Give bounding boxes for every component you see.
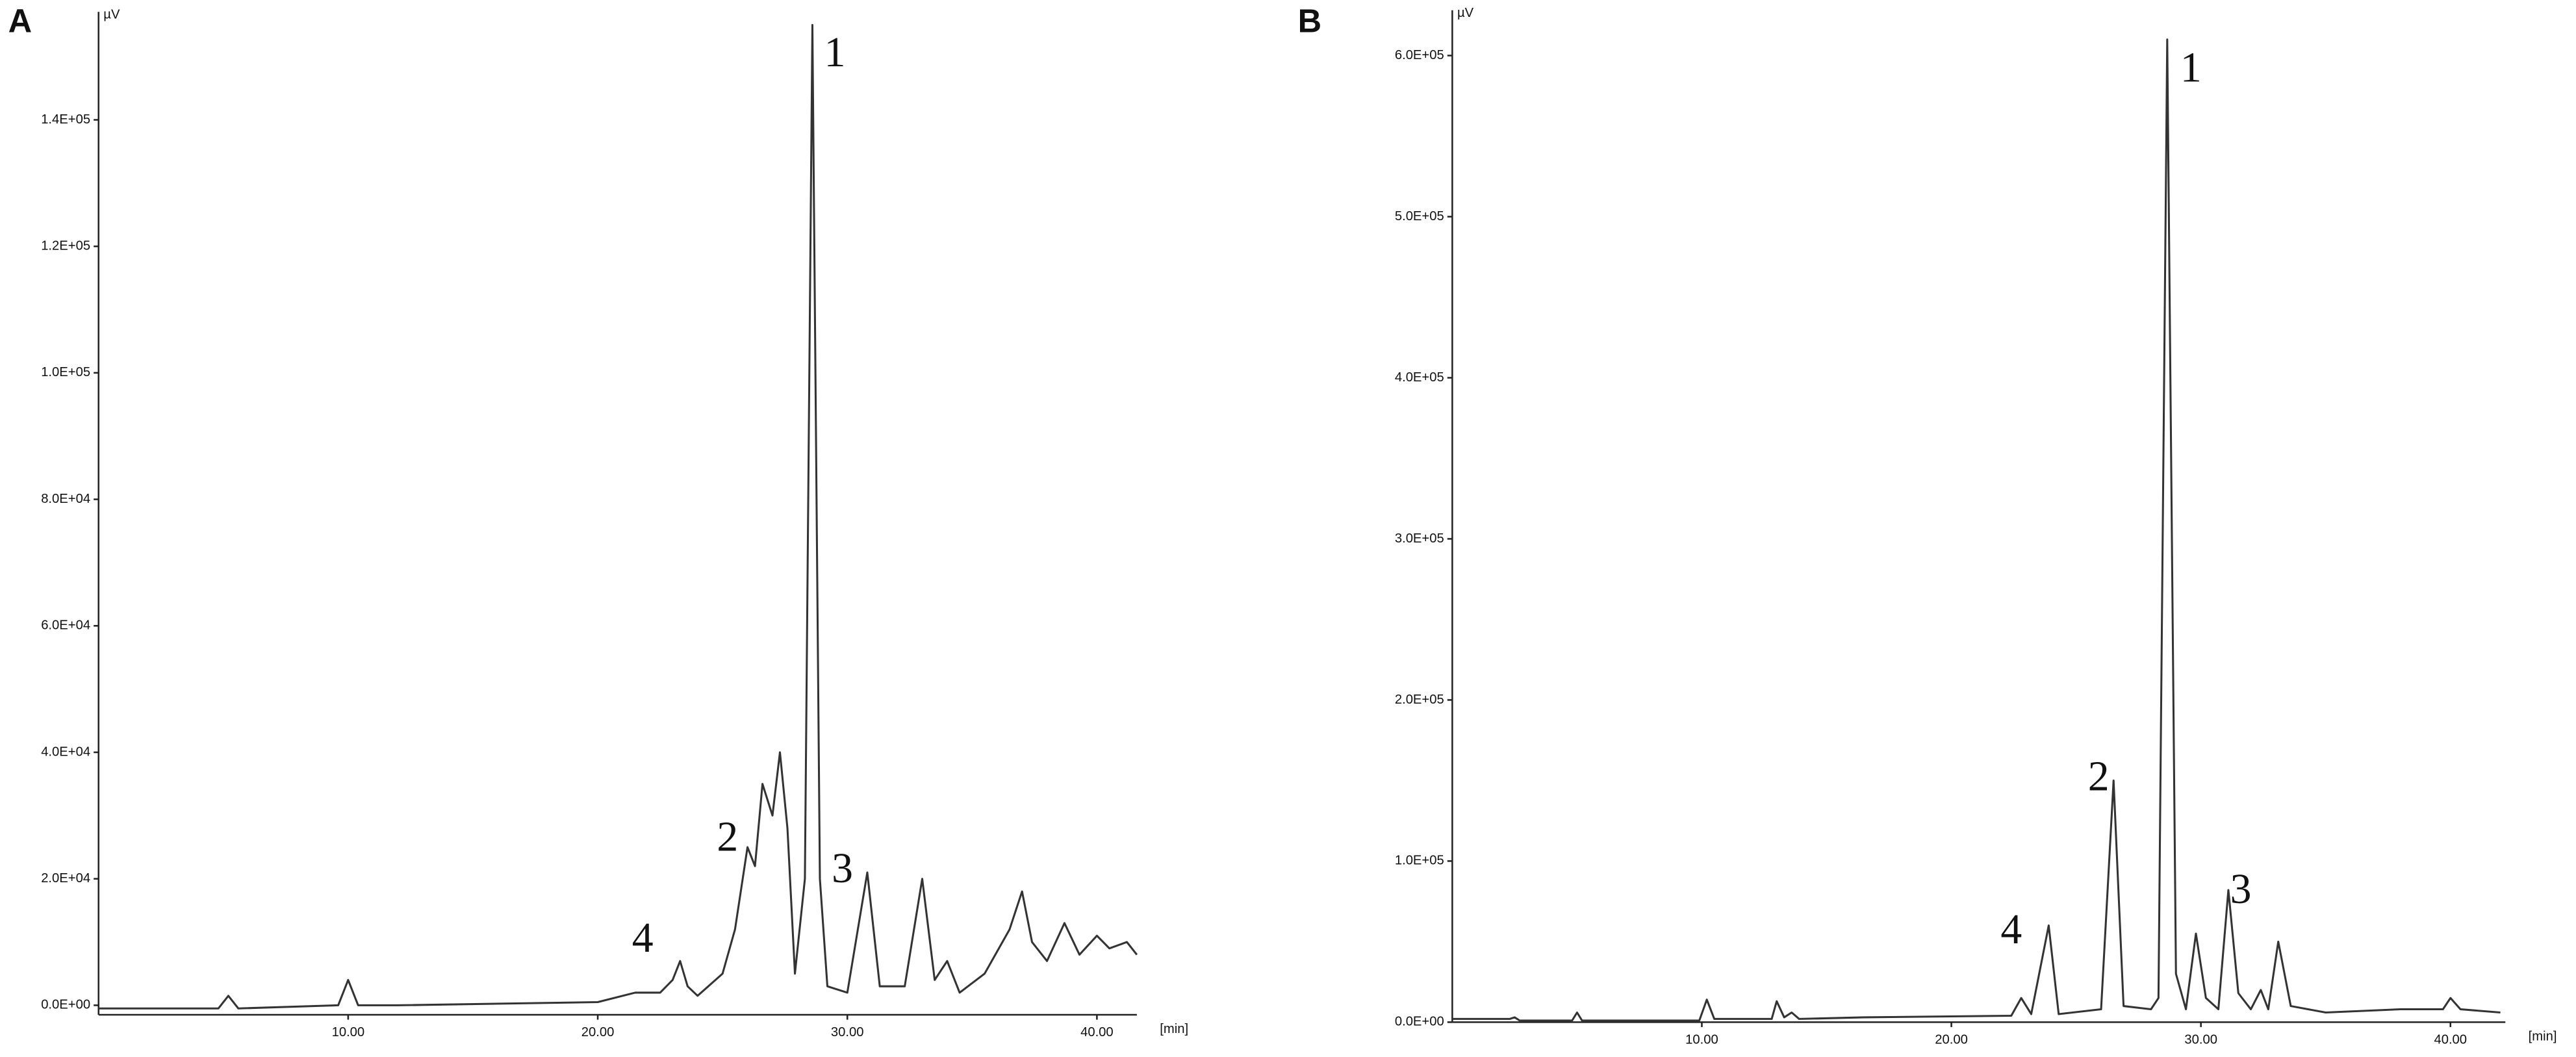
peak-label: 2 — [717, 813, 738, 860]
peak-label: 1 — [2180, 44, 2202, 91]
peak-label: 4 — [632, 914, 654, 961]
peak-label: 3 — [832, 845, 853, 892]
x-tick-label: 40.00 — [2434, 1033, 2467, 1047]
x-tick-label: 40.00 — [1080, 1025, 1114, 1039]
peak-label: 2 — [2088, 753, 2110, 800]
peak-label: 3 — [2230, 865, 2252, 913]
y-tick-label: 4.0E+04 — [41, 745, 90, 759]
y-tick-label: 1.2E+05 — [41, 239, 90, 253]
trace — [1452, 38, 2501, 1022]
y-tick-label: 2.0E+04 — [41, 871, 90, 885]
y-tick-label: 3.0E+05 — [1395, 531, 1444, 546]
y-tick-label: 6.0E+05 — [1395, 48, 1444, 62]
panel-label: A — [8, 2, 32, 39]
x-tick-label: 30.00 — [831, 1025, 864, 1039]
x-tick-label: 30.00 — [2184, 1033, 2217, 1047]
x-unit: [min] — [1160, 1022, 1188, 1036]
x-unit: [min] — [2529, 1029, 2557, 1043]
y-unit: µV — [103, 8, 120, 22]
y-tick-label: 6.0E+04 — [41, 618, 90, 633]
peak-label: 1 — [824, 29, 846, 76]
x-tick-label: 10.00 — [1685, 1033, 1718, 1047]
y-tick-label: 1.0E+05 — [1395, 854, 1444, 868]
y-tick-label: 1.4E+05 — [41, 112, 90, 127]
trace — [98, 23, 1138, 1010]
x-tick-label: 20.00 — [581, 1025, 615, 1039]
y-tick-label: 8.0E+04 — [41, 492, 90, 506]
y-tick-label: 5.0E+05 — [1395, 209, 1444, 223]
y-tick-label: 0.0E+00 — [1395, 1015, 1444, 1029]
y-unit: µV — [1457, 6, 1474, 20]
y-tick-label: 2.0E+05 — [1395, 693, 1444, 707]
y-tick-label: 0.0E+00 — [41, 998, 90, 1012]
panel-label: B — [1298, 2, 1322, 39]
peak-label: 4 — [2000, 906, 2022, 953]
x-tick-label: 10.00 — [332, 1025, 365, 1039]
y-tick-label: 4.0E+05 — [1395, 370, 1444, 385]
y-tick-label: 1.0E+05 — [41, 365, 90, 379]
x-tick-label: 20.00 — [1935, 1033, 1968, 1047]
